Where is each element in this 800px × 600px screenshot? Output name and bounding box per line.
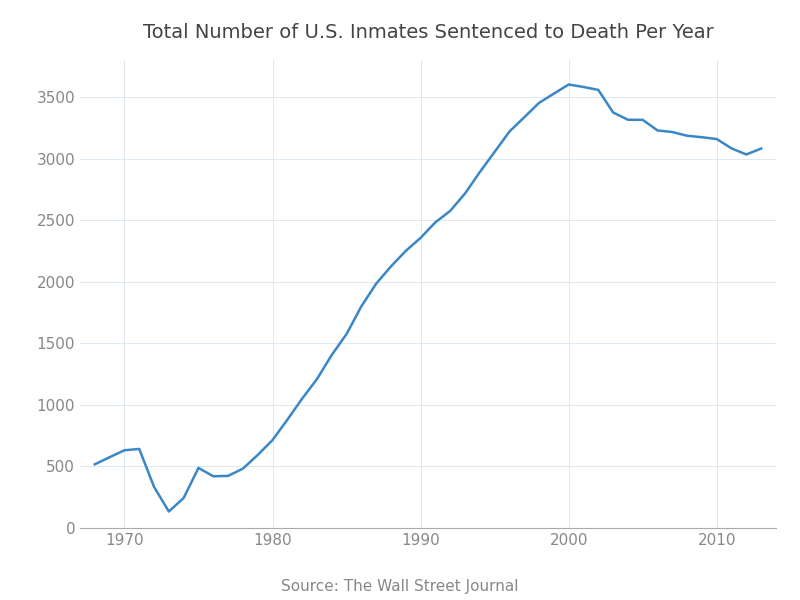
- Title: Total Number of U.S. Inmates Sentenced to Death Per Year: Total Number of U.S. Inmates Sentenced t…: [142, 23, 714, 42]
- Text: Source: The Wall Street Journal: Source: The Wall Street Journal: [282, 579, 518, 594]
